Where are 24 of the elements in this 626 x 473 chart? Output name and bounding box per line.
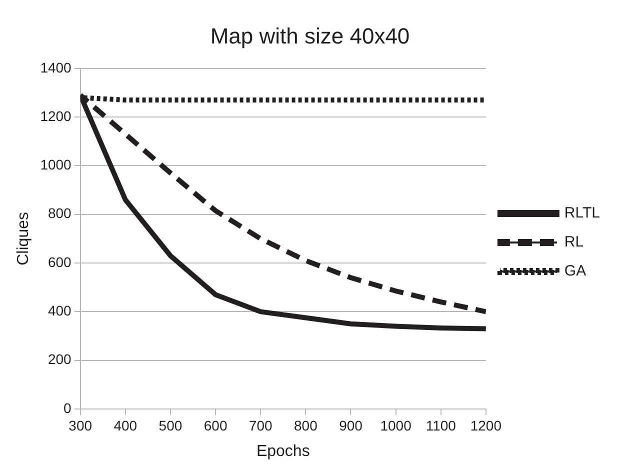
legend-label: RL: [564, 234, 584, 251]
legend-label: RLTL: [564, 204, 600, 222]
x-tick-label: 700: [248, 417, 272, 434]
y-tick-label: 800: [48, 205, 72, 222]
y-axis-title: Cliques: [15, 212, 32, 266]
y-tick-label: 1200: [40, 108, 72, 124]
x-tick-label: 900: [339, 417, 363, 434]
y-tick-label: 1000: [40, 156, 72, 173]
x-tick-label: 1000: [380, 417, 412, 434]
chart-title: Map with size 40x40: [210, 23, 410, 48]
y-tick-label: 600: [48, 254, 72, 270]
x-tick-label: 800: [294, 417, 318, 434]
y-tick-label: 200: [48, 351, 72, 368]
y-tick-label: 400: [48, 302, 72, 319]
x-axis-title: Epochs: [256, 442, 310, 460]
x-tick-label: 300: [68, 417, 92, 434]
x-tick-label: 400: [114, 417, 138, 434]
x-tick-label: 1100: [426, 417, 456, 434]
x-tick-label: 500: [158, 417, 182, 434]
y-tick-label: 1400: [40, 59, 72, 76]
x-tick-label: 1200: [470, 417, 502, 434]
x-tick-label: 600: [204, 417, 228, 434]
y-tick-label: 0: [64, 400, 72, 416]
legend-label: GA: [564, 262, 586, 280]
